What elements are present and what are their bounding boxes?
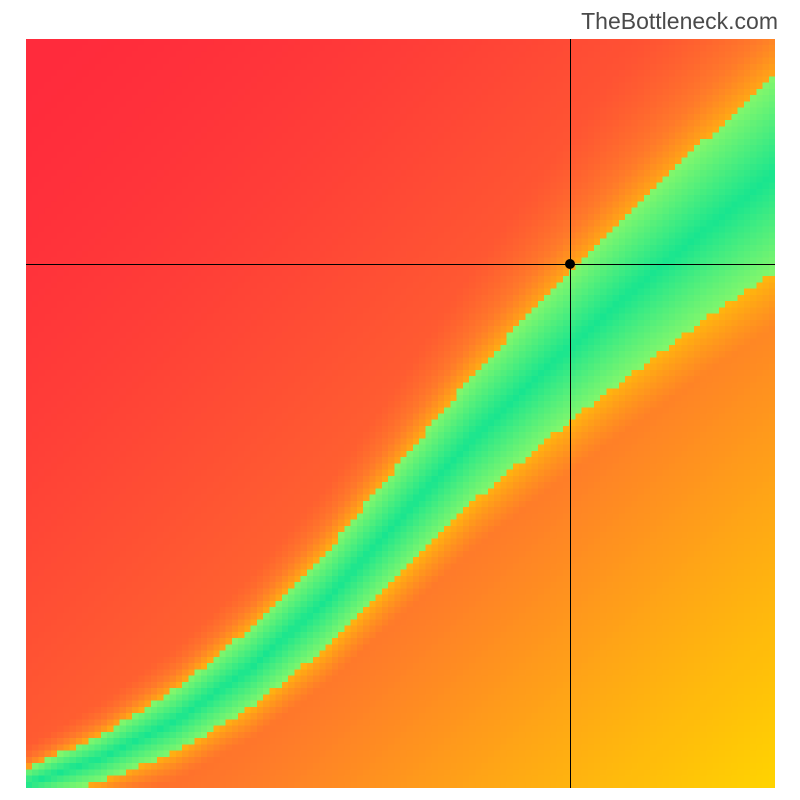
watermark-text: TheBottleneck.com <box>581 8 778 35</box>
crosshair-horizontal <box>26 264 775 265</box>
heatmap-canvas <box>26 39 775 788</box>
crosshair-marker <box>565 259 575 269</box>
heatmap-plot <box>26 39 775 788</box>
crosshair-vertical <box>570 39 571 788</box>
